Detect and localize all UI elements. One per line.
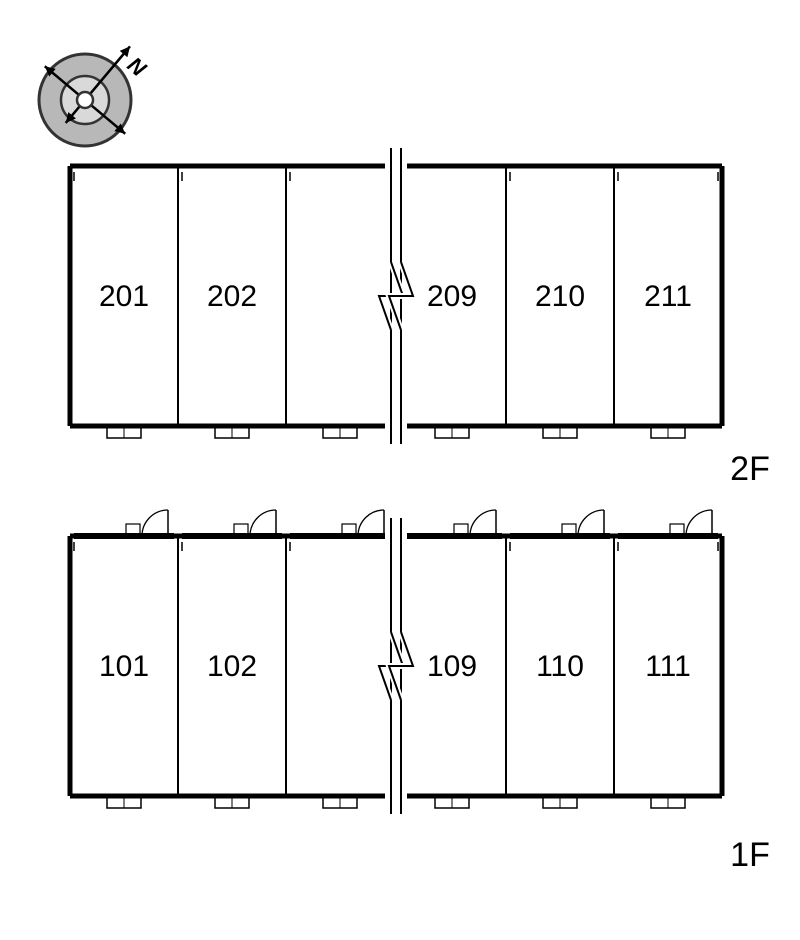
- room-label: 109: [427, 650, 477, 683]
- room-label: 201: [99, 280, 149, 313]
- door-arc: [358, 510, 384, 536]
- floor-1F: 101 102 109 110 111 1F: [70, 510, 770, 874]
- room-label: 101: [99, 650, 149, 683]
- door-arc: [686, 510, 712, 536]
- room-label: 110: [536, 650, 584, 683]
- room-label: 209: [427, 280, 477, 313]
- floor-2F: 201 202 209 210 211 2F: [70, 148, 770, 488]
- door-arc: [470, 510, 496, 536]
- vent-marker: [342, 524, 356, 534]
- door-arc: [578, 510, 604, 536]
- vent-marker: [234, 524, 248, 534]
- floor-plan-diagram: N 201 202 209 210 211 2F 101 102 109 110 111 1F: [0, 0, 800, 940]
- floor-label: 1F: [730, 836, 770, 874]
- room-label: 111: [645, 650, 691, 683]
- floor-label: 2F: [730, 450, 770, 488]
- door-arc: [142, 510, 168, 536]
- vent-marker: [126, 524, 140, 534]
- vent-marker: [670, 524, 684, 534]
- room-label: 210: [535, 280, 585, 313]
- room-label: 102: [207, 650, 257, 683]
- vent-marker: [562, 524, 576, 534]
- compass: N: [39, 46, 152, 146]
- vent-marker: [454, 524, 468, 534]
- door-arc: [250, 510, 276, 536]
- room-label: 211: [644, 280, 692, 313]
- room-label: 202: [207, 280, 257, 313]
